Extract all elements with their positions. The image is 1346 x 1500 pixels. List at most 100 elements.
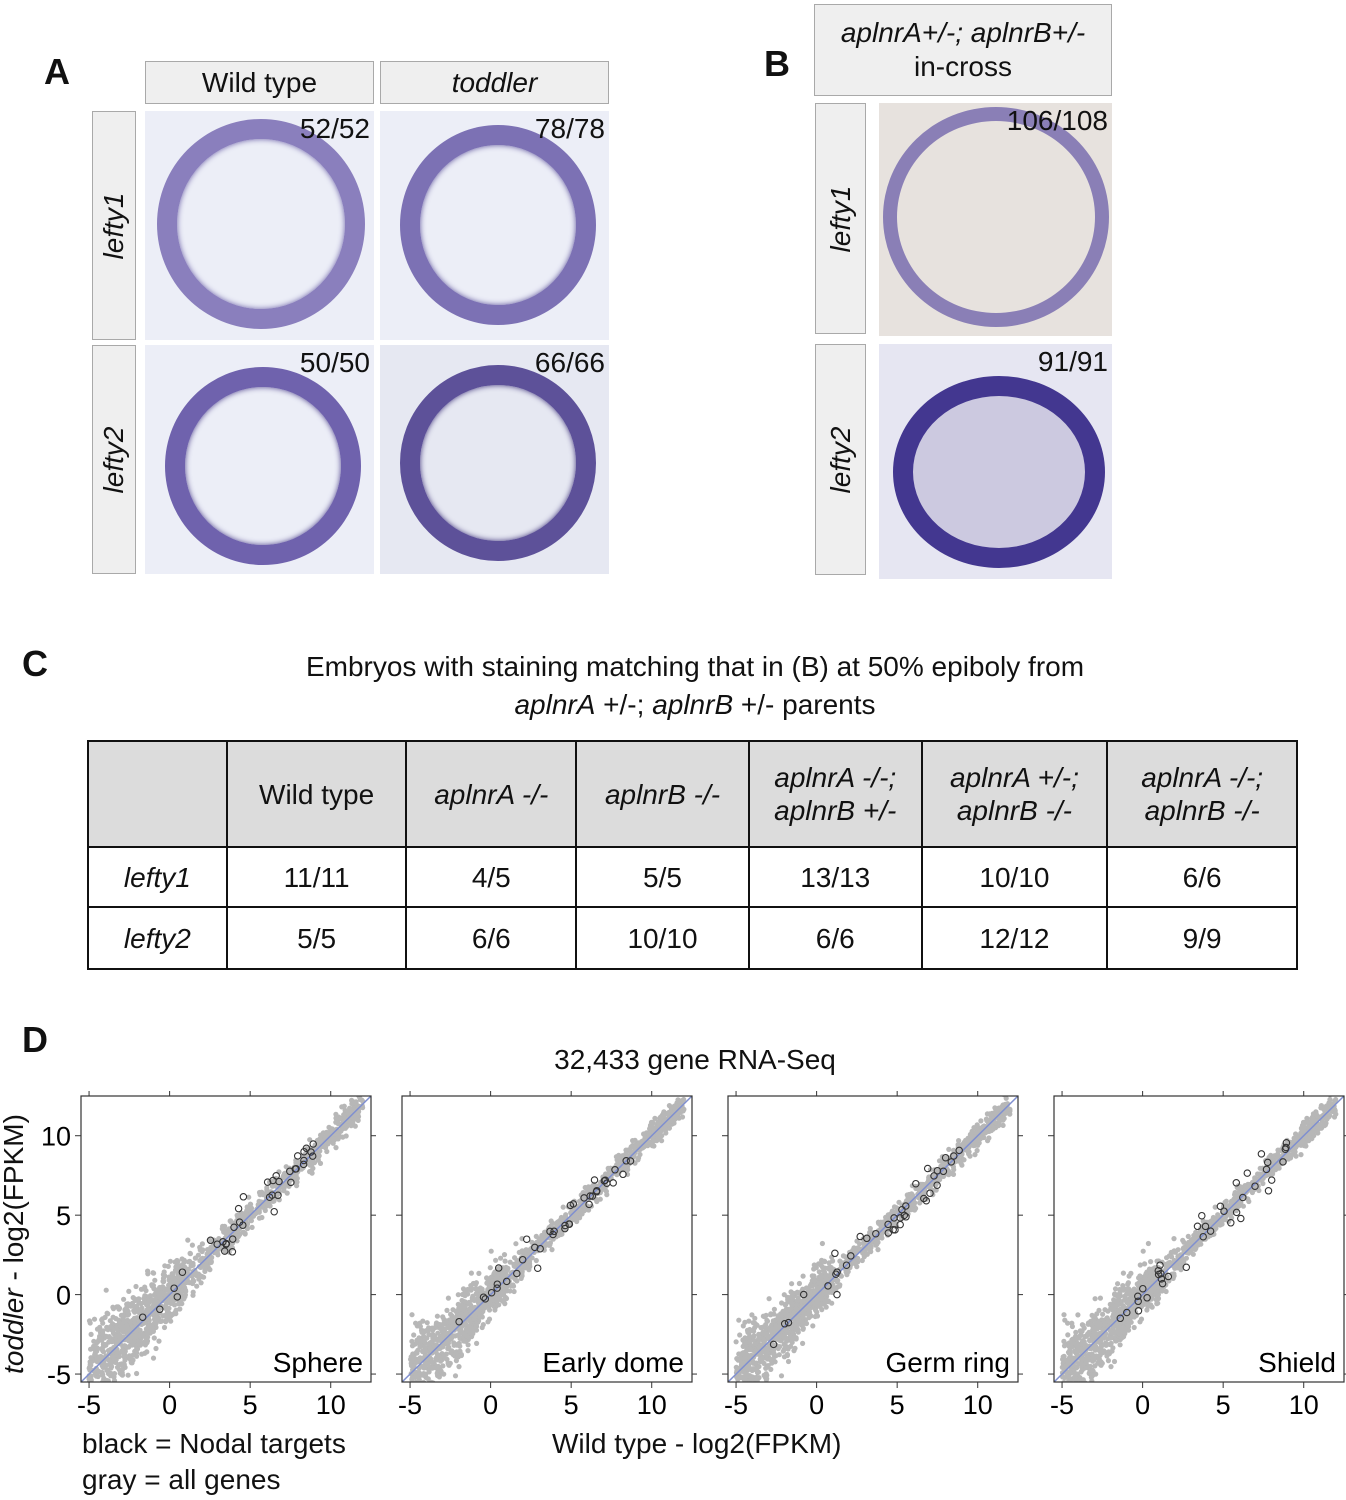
gray-point — [763, 1365, 769, 1371]
gray-point — [453, 1358, 459, 1364]
gray-point — [420, 1348, 426, 1355]
nodal-target-point — [586, 1192, 594, 1200]
nodal-target-point — [590, 1176, 599, 1184]
table-row: lefty2 5/5 6/6 10/10 6/6 12/12 9/9 — [87, 906, 1298, 970]
nodal-target-point — [872, 1229, 880, 1238]
gray-point — [501, 1252, 508, 1258]
nodal-target-point — [234, 1204, 243, 1213]
gray-point — [752, 1341, 758, 1347]
gray-point — [249, 1224, 255, 1230]
nodal-target-point — [898, 1205, 906, 1214]
gray-point — [457, 1348, 463, 1354]
row-header-lefty1: lefty1 — [92, 111, 136, 340]
gray-point — [150, 1355, 157, 1361]
gray-point — [950, 1164, 957, 1170]
nodal-target-point — [546, 1227, 554, 1236]
nodal-target-point — [173, 1293, 182, 1301]
gray-point — [752, 1393, 757, 1398]
gray-point — [170, 1311, 176, 1317]
gray-point — [88, 1355, 94, 1361]
gray-point — [98, 1346, 104, 1352]
gray-point — [414, 1340, 420, 1346]
nodal-target-point — [531, 1243, 539, 1252]
gray-point — [95, 1382, 100, 1387]
gray-point — [978, 1118, 984, 1124]
gray-point — [427, 1395, 432, 1400]
gray-point — [428, 1398, 433, 1403]
nodal-target-point — [933, 1181, 941, 1189]
gray-point — [412, 1371, 418, 1377]
gray-point — [664, 1122, 670, 1128]
gray-point — [770, 1333, 776, 1339]
gray-point — [473, 1280, 479, 1286]
gray-point — [455, 1301, 461, 1307]
gray-point — [138, 1301, 144, 1307]
gray-point — [1007, 1106, 1013, 1112]
gray-point — [110, 1314, 116, 1320]
table-cell: 4/5 — [405, 846, 578, 908]
gray-point — [1120, 1287, 1126, 1293]
header-line: aplnrA -/-; — [774, 762, 897, 793]
gray-point — [134, 1370, 140, 1377]
gray-point — [169, 1271, 175, 1277]
x-tick-label: 0 — [809, 1390, 824, 1420]
nodal-target-point — [947, 1158, 956, 1166]
gray-point — [96, 1368, 102, 1374]
gray-point — [409, 1338, 415, 1344]
gray-point — [449, 1348, 455, 1354]
gray-point — [105, 1311, 111, 1317]
gray-point — [680, 1107, 686, 1113]
gray-point — [988, 1127, 995, 1134]
gray-point — [109, 1364, 115, 1370]
gray-point — [738, 1374, 744, 1380]
gray-point — [459, 1329, 465, 1336]
nodal-target-point — [518, 1255, 527, 1264]
gray-point — [350, 1120, 356, 1126]
nodal-target-point — [896, 1214, 904, 1222]
gray-point — [94, 1345, 100, 1351]
gray-point — [113, 1357, 119, 1363]
nodal-target-point — [561, 1221, 569, 1230]
gray-point — [248, 1201, 254, 1207]
gray-point — [220, 1226, 226, 1232]
table-cell: 11/11 — [225, 846, 408, 908]
gray-point — [757, 1385, 762, 1390]
gray-point — [264, 1185, 270, 1191]
embryo-image-toddler-lefty2: 66/66 — [380, 345, 609, 574]
gray-point — [493, 1257, 499, 1263]
gray-point — [961, 1157, 967, 1163]
gray-point — [794, 1289, 800, 1295]
gray-point — [658, 1114, 664, 1120]
nodal-target-point — [930, 1172, 938, 1180]
plot-frame — [80, 1095, 372, 1383]
nodal-target-point — [926, 1189, 934, 1197]
gray-point — [257, 1192, 263, 1198]
gray-point — [876, 1220, 882, 1226]
gray-point — [435, 1330, 441, 1336]
gray-point — [803, 1285, 810, 1291]
y-axis-title-wrap: toddler - log2(FPKM) — [0, 1114, 29, 1374]
table-cell: 6/6 — [405, 906, 578, 970]
gray-point — [750, 1360, 757, 1366]
header-line: aplnrA +/-; — [949, 762, 1079, 793]
gray-point — [195, 1252, 201, 1258]
table-cell: 10/10 — [575, 906, 750, 970]
panel-d-title: 32,433 gene RNA-Seq — [554, 1044, 836, 1075]
gray-point — [985, 1138, 991, 1144]
row-header-lefty1: lefty1 — [815, 103, 866, 334]
gray-point — [143, 1336, 150, 1343]
nodal-target-point — [902, 1202, 910, 1210]
nodal-target-point — [272, 1172, 280, 1180]
gray-point — [434, 1313, 440, 1319]
gray-point — [144, 1330, 150, 1336]
gray-point — [446, 1362, 452, 1368]
gray-point — [425, 1384, 430, 1389]
gray-point — [498, 1270, 504, 1277]
caption-genotype-a: +/-; — [595, 689, 653, 720]
table-header-cell: aplnrA -/-; aplnrB -/- — [1106, 740, 1298, 848]
gray-point — [323, 1132, 329, 1139]
gray-point — [470, 1331, 476, 1337]
gray-point — [1007, 1090, 1012, 1095]
gray-point — [904, 1192, 910, 1198]
gray-point — [118, 1324, 124, 1330]
